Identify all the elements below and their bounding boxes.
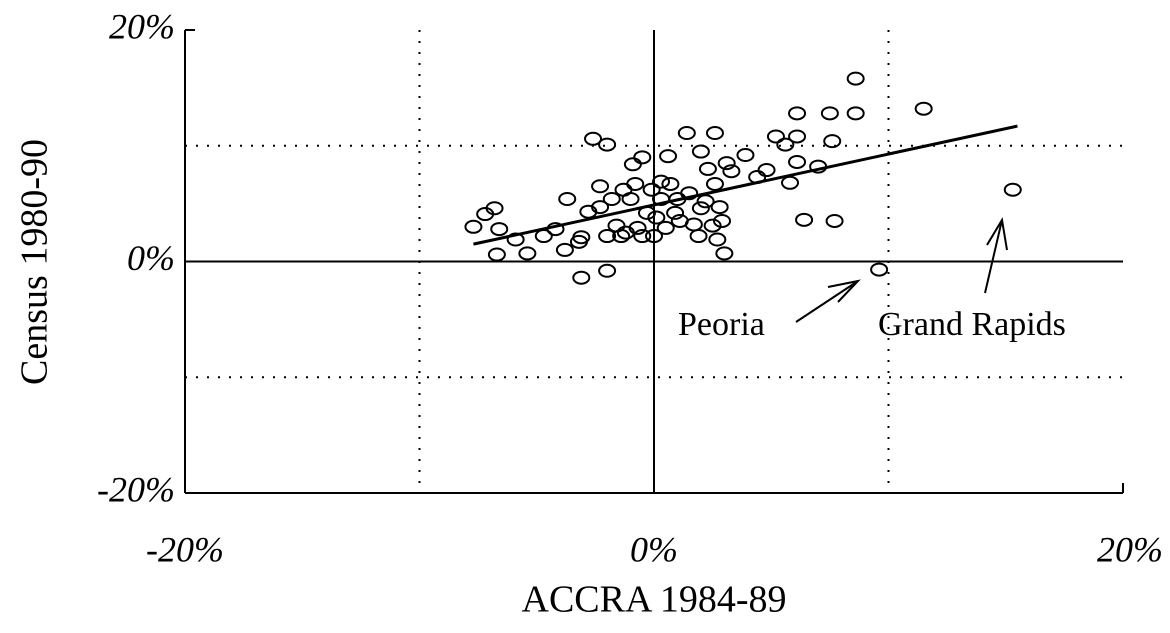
annotation-arrows bbox=[795, 217, 1008, 323]
point bbox=[637, 205, 656, 220]
point bbox=[677, 126, 696, 141]
arrow bbox=[795, 279, 861, 323]
point bbox=[795, 212, 814, 227]
point bbox=[766, 129, 785, 144]
point bbox=[1003, 182, 1022, 197]
point bbox=[698, 161, 717, 176]
point bbox=[656, 220, 675, 235]
point bbox=[809, 159, 828, 174]
x-tick-label: 20% bbox=[1097, 529, 1163, 569]
point bbox=[776, 137, 795, 152]
point bbox=[558, 191, 577, 206]
point bbox=[666, 205, 685, 220]
point bbox=[645, 229, 663, 244]
point bbox=[788, 154, 807, 169]
point bbox=[598, 263, 617, 278]
point bbox=[684, 217, 703, 232]
point bbox=[661, 176, 680, 191]
arrow bbox=[984, 217, 1008, 294]
point bbox=[691, 201, 710, 216]
point bbox=[506, 232, 525, 247]
point bbox=[659, 149, 678, 164]
point bbox=[703, 218, 722, 233]
trend-line bbox=[473, 124, 1018, 246]
point bbox=[487, 247, 506, 262]
point bbox=[705, 176, 724, 191]
point bbox=[708, 232, 727, 247]
point bbox=[647, 210, 666, 225]
point bbox=[633, 229, 652, 244]
point bbox=[626, 176, 645, 191]
point bbox=[757, 163, 776, 178]
point bbox=[485, 201, 504, 216]
point bbox=[612, 229, 631, 244]
point bbox=[518, 246, 537, 261]
x-tick-label: 0% bbox=[630, 529, 678, 569]
point bbox=[584, 131, 603, 146]
point bbox=[555, 242, 574, 257]
point bbox=[914, 101, 933, 116]
point bbox=[642, 182, 661, 197]
point bbox=[870, 262, 889, 277]
point bbox=[722, 164, 741, 179]
point bbox=[715, 246, 734, 261]
point bbox=[546, 222, 565, 237]
y-tick-label: 20% bbox=[109, 6, 175, 46]
y-tick-label: 0% bbox=[127, 238, 175, 278]
point bbox=[705, 126, 724, 141]
point bbox=[781, 175, 800, 190]
point bbox=[788, 129, 807, 144]
point bbox=[691, 144, 710, 159]
annotation: Grand Rapids bbox=[878, 306, 1066, 343]
annotation: Peoria bbox=[678, 306, 765, 343]
point bbox=[820, 106, 839, 121]
point bbox=[652, 174, 671, 189]
point bbox=[748, 170, 767, 185]
point bbox=[846, 71, 865, 86]
y-tick-label: -20% bbox=[97, 469, 175, 509]
point bbox=[846, 106, 865, 121]
point bbox=[696, 194, 715, 209]
x-tick-label: -20% bbox=[146, 529, 224, 569]
point bbox=[464, 219, 483, 234]
point bbox=[591, 179, 610, 194]
point bbox=[825, 213, 844, 228]
point bbox=[602, 191, 621, 206]
point bbox=[598, 137, 617, 152]
point bbox=[689, 229, 708, 244]
point bbox=[736, 148, 755, 163]
point bbox=[591, 200, 610, 215]
point bbox=[710, 200, 729, 215]
point bbox=[717, 156, 736, 171]
point bbox=[621, 191, 640, 206]
point bbox=[680, 186, 699, 201]
point bbox=[628, 220, 647, 235]
point bbox=[534, 229, 553, 244]
point bbox=[713, 213, 732, 228]
point bbox=[623, 157, 642, 172]
point bbox=[490, 222, 509, 237]
y-axis-title: Census 1980-90 bbox=[14, 139, 56, 385]
point bbox=[788, 106, 807, 121]
point bbox=[633, 150, 652, 165]
x-axis-title: ACCRA 1984-89 bbox=[522, 579, 787, 621]
point bbox=[572, 230, 591, 245]
point bbox=[572, 270, 591, 285]
point bbox=[823, 134, 842, 149]
point bbox=[598, 229, 617, 244]
